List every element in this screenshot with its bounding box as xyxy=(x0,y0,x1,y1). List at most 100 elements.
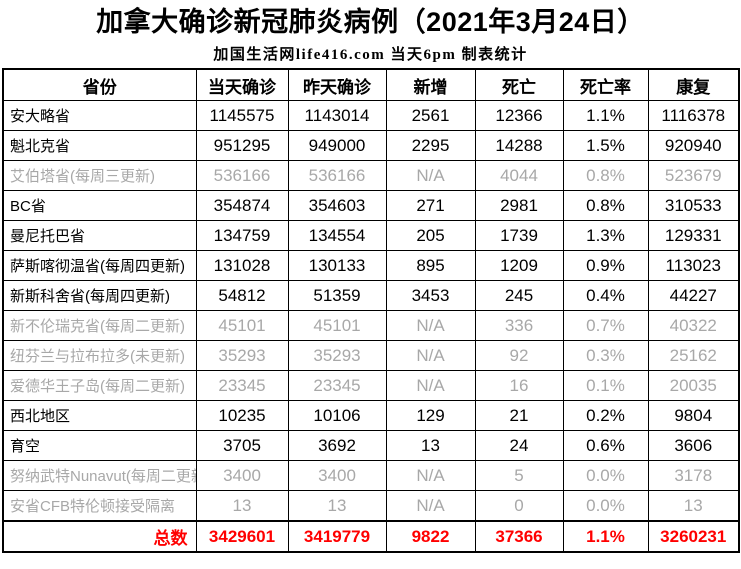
today-confirmed-cell: 536166 xyxy=(195,160,289,191)
recovered-cell: 40322 xyxy=(647,310,740,341)
yesterday-confirmed-cell: 130133 xyxy=(287,250,387,281)
new-cases-cell: N/A xyxy=(385,160,476,191)
province-cell: 新不伦瑞克省(每周二更新) xyxy=(2,310,197,341)
province-cell: 安大略省 xyxy=(2,100,197,131)
today-confirmed-cell: 45101 xyxy=(195,310,289,341)
recovered-cell: 25162 xyxy=(647,340,740,371)
today-confirmed-cell: 35293 xyxy=(195,340,289,371)
yesterday-confirmed-cell: 45101 xyxy=(287,310,387,341)
table-row: 爱德华王子岛(每周二更新) 23345 23345 N/A 16 0.1% 20… xyxy=(2,370,740,401)
table-row: 魁北克省 951295 949000 2295 14288 1.5% 92094… xyxy=(2,130,740,161)
new-cases-cell: 895 xyxy=(385,250,476,281)
total-row: 总数 3429601 3419779 9822 37366 1.1% 32602… xyxy=(2,520,740,553)
table-row: 安省CFB特伦顿接受隔离 13 13 N/A 0 0.0% 13 xyxy=(2,490,740,522)
yesterday-confirmed-cell: 3692 xyxy=(287,430,387,461)
recovered-cell: 523679 xyxy=(647,160,740,191)
new-cases-cell: 2561 xyxy=(385,100,476,131)
table-body: 安大略省 1145575 1143014 2561 12366 1.1% 111… xyxy=(2,100,740,522)
recovered-cell: 13 xyxy=(647,490,740,522)
province-cell: 新斯科舍省(每周四更新) xyxy=(2,280,197,311)
deaths-cell: 16 xyxy=(474,370,564,401)
today-confirmed-cell: 951295 xyxy=(195,130,289,161)
new-cases-cell: 13 xyxy=(385,430,476,461)
death-rate-cell: 0.4% xyxy=(562,280,649,311)
province-cell: 安省CFB特伦顿接受隔离 xyxy=(2,490,197,522)
header-deaths: 死亡 xyxy=(474,68,564,101)
table-row: BC省 354874 354603 271 2981 0.8% 310533 xyxy=(2,190,740,221)
new-cases-cell: 3453 xyxy=(385,280,476,311)
province-cell: 萨斯喀彻温省(每周四更新) xyxy=(2,250,197,281)
table-row: 西北地区 10235 10106 129 21 0.2% 9804 xyxy=(2,400,740,431)
deaths-cell: 1209 xyxy=(474,250,564,281)
today-confirmed-cell: 13 xyxy=(195,490,289,522)
table-header-row: 省份 当天确诊 昨天确诊 新增 死亡 死亡率 康复 xyxy=(2,68,740,101)
recovered-cell: 920940 xyxy=(647,130,740,161)
header-province: 省份 xyxy=(2,68,197,101)
yesterday-confirmed-cell: 949000 xyxy=(287,130,387,161)
province-cell: BC省 xyxy=(2,190,197,221)
deaths-cell: 4044 xyxy=(474,160,564,191)
province-cell: 努纳武特Nunavut(每周二更新) xyxy=(2,460,197,491)
today-confirmed-cell: 3400 xyxy=(195,460,289,491)
today-confirmed-cell: 354874 xyxy=(195,190,289,221)
header-recovered: 康复 xyxy=(647,68,740,101)
deaths-cell: 12366 xyxy=(474,100,564,131)
header-yesterday-confirmed: 昨天确诊 xyxy=(287,68,387,101)
yesterday-confirmed-cell: 13 xyxy=(287,490,387,522)
yesterday-confirmed-cell: 23345 xyxy=(287,370,387,401)
yesterday-confirmed-cell: 3400 xyxy=(287,460,387,491)
header-death-rate: 死亡率 xyxy=(562,68,649,101)
death-rate-cell: 1.3% xyxy=(562,220,649,251)
page-title: 加拿大确诊新冠肺炎病例（2021年3月24日） xyxy=(96,7,645,37)
province-cell: 爱德华王子岛(每周二更新) xyxy=(2,370,197,401)
table-row: 曼尼托巴省 134759 134554 205 1739 1.3% 129331 xyxy=(2,220,740,251)
new-cases-cell: 271 xyxy=(385,190,476,221)
today-confirmed-cell: 134759 xyxy=(195,220,289,251)
total-recovered-cell: 3260231 xyxy=(647,520,740,553)
yesterday-confirmed-cell: 134554 xyxy=(287,220,387,251)
recovered-cell: 129331 xyxy=(647,220,740,251)
recovered-cell: 310533 xyxy=(647,190,740,221)
deaths-cell: 2981 xyxy=(474,190,564,221)
table-row: 新斯科舍省(每周四更新) 54812 51359 3453 245 0.4% 4… xyxy=(2,280,740,311)
province-cell: 艾伯塔省(每周三更新) xyxy=(2,160,197,191)
total-yesterday-cell: 3419779 xyxy=(287,520,387,553)
deaths-cell: 21 xyxy=(474,400,564,431)
death-rate-cell: 0.6% xyxy=(562,430,649,461)
death-rate-cell: 0.8% xyxy=(562,190,649,221)
death-rate-cell: 1.1% xyxy=(562,100,649,131)
death-rate-cell: 0.0% xyxy=(562,460,649,491)
today-confirmed-cell: 54812 xyxy=(195,280,289,311)
death-rate-cell: 0.7% xyxy=(562,310,649,341)
new-cases-cell: N/A xyxy=(385,370,476,401)
death-rate-cell: 0.3% xyxy=(562,340,649,371)
total-new-cases-cell: 9822 xyxy=(385,520,476,553)
province-cell: 曼尼托巴省 xyxy=(2,220,197,251)
yesterday-confirmed-cell: 35293 xyxy=(287,340,387,371)
deaths-cell: 92 xyxy=(474,340,564,371)
yesterday-confirmed-cell: 10106 xyxy=(287,400,387,431)
new-cases-cell: N/A xyxy=(385,490,476,522)
table-row: 安大略省 1145575 1143014 2561 12366 1.1% 111… xyxy=(2,100,740,131)
table-row: 新不伦瑞克省(每周二更新) 45101 45101 N/A 336 0.7% 4… xyxy=(2,310,740,341)
death-rate-cell: 0.0% xyxy=(562,490,649,522)
total-death-rate-cell: 1.1% xyxy=(562,520,649,553)
recovered-cell: 1116378 xyxy=(647,100,740,131)
deaths-cell: 1739 xyxy=(474,220,564,251)
new-cases-cell: N/A xyxy=(385,460,476,491)
province-cell: 育空 xyxy=(2,430,197,461)
new-cases-cell: N/A xyxy=(385,310,476,341)
table-row: 努纳武特Nunavut(每周二更新) 3400 3400 N/A 5 0.0% … xyxy=(2,460,740,491)
table-row: 纽芬兰与拉布拉多(未更新) 35293 35293 N/A 92 0.3% 25… xyxy=(2,340,740,371)
recovered-cell: 9804 xyxy=(647,400,740,431)
yesterday-confirmed-cell: 1143014 xyxy=(287,100,387,131)
deaths-cell: 336 xyxy=(474,310,564,341)
death-rate-cell: 0.8% xyxy=(562,160,649,191)
deaths-cell: 0 xyxy=(474,490,564,522)
table-row: 萨斯喀彻温省(每周四更新) 131028 130133 895 1209 0.9… xyxy=(2,250,740,281)
new-cases-cell: N/A xyxy=(385,340,476,371)
new-cases-cell: 205 xyxy=(385,220,476,251)
today-confirmed-cell: 3705 xyxy=(195,430,289,461)
covid-table: 省份 当天确诊 昨天确诊 新增 死亡 死亡率 康复 安大略省 1145575 1… xyxy=(2,68,740,553)
